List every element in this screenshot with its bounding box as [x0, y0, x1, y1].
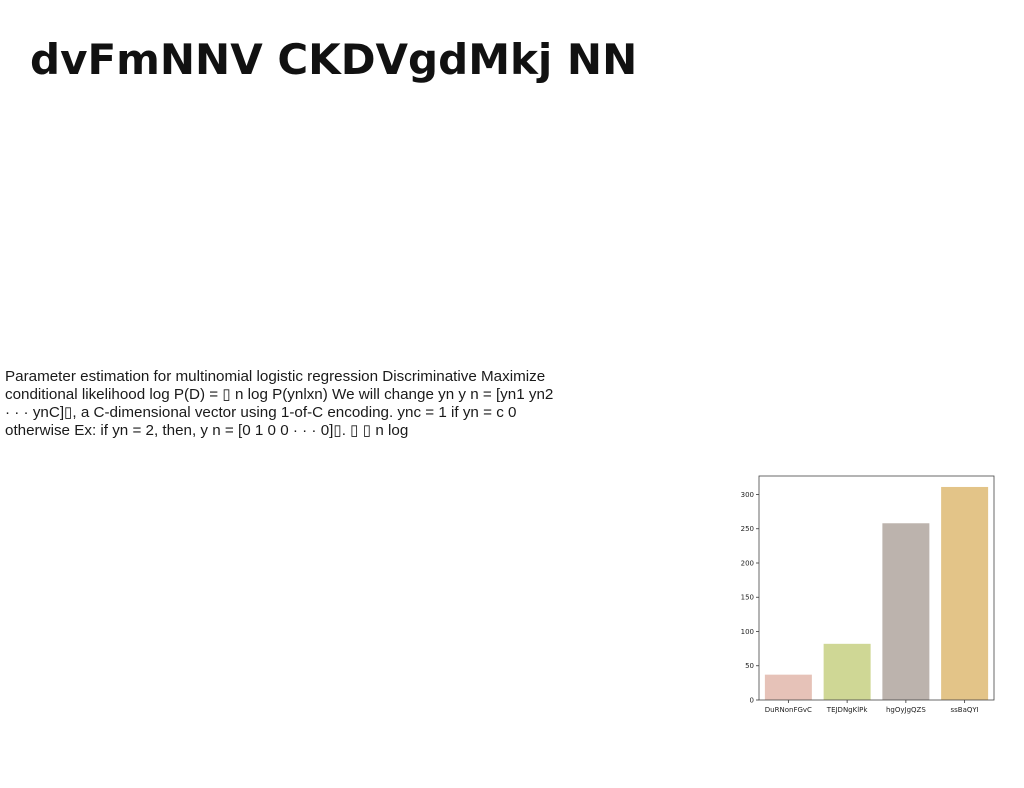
y-tick-label: 100	[741, 628, 754, 636]
x-tick-label: TEJDNgKlPk	[826, 706, 869, 714]
bar-ssBaQYI	[941, 486, 989, 700]
x-tick-label: ssBaQYI	[951, 706, 979, 714]
x-tick-label: hgOyJgQZS	[886, 706, 926, 714]
bar-hgOyJgQZS	[882, 523, 930, 700]
slide-title: dvFmNNV CKDVgdMkj NN	[30, 35, 638, 84]
bar-TEJDNgKlPk	[823, 643, 871, 700]
bar-chart: DuRNonFGvC TEJDNgKlPk hgOyJgQZS ssBaQYI 0 50 1…	[728, 468, 1004, 720]
y-tick-label: 150	[741, 594, 754, 602]
y-tick-label: 200	[741, 559, 754, 567]
plot-frame	[758, 475, 995, 701]
y-tick-label: 300	[741, 491, 754, 499]
slide-body-text: Parameter estimation for multinomial log…	[5, 368, 554, 439]
x-tick-label: DuRNonFGvC	[765, 706, 812, 714]
y-tick-label: 250	[741, 525, 754, 533]
y-tick-label: 0	[750, 697, 754, 705]
bar-DuRNonFGvC	[764, 674, 812, 700]
y-tick-label: 50	[745, 662, 754, 670]
bar-chart-svg: DuRNonFGvC TEJDNgKlPk hgOyJgQZS ssBaQYI 0 50 1…	[741, 475, 995, 714]
